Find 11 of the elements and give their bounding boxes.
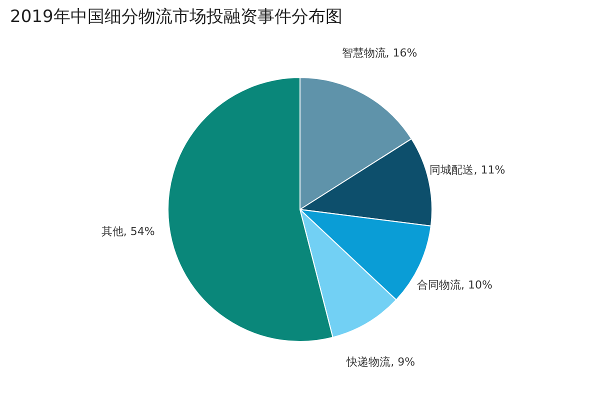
data-label: , 54% [123, 224, 155, 238]
slice-label: 其他 [101, 224, 124, 238]
data-label: , 9% [390, 356, 416, 369]
data-label: , 10% [461, 278, 493, 292]
slice-label: 智慧物流 [342, 46, 386, 60]
chart-title: 2019年中国细分物流市场投融资事件分布图 [10, 7, 342, 27]
slice-label: 合同物流 [417, 278, 462, 292]
slice-label: 同城配送 [430, 164, 474, 177]
data-label: , 16% [386, 46, 418, 60]
data-label: , 11% [474, 164, 506, 177]
slice-label: 快递物流 [346, 356, 391, 369]
